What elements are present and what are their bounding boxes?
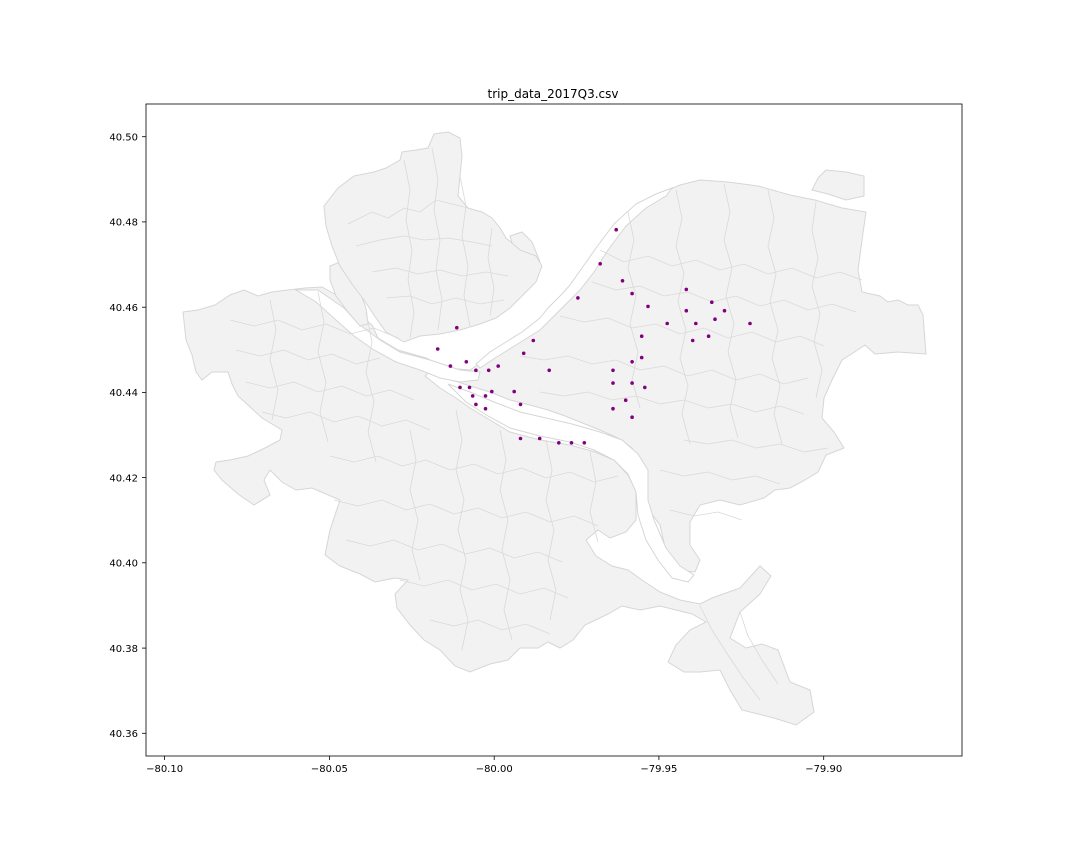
station-point	[521, 351, 526, 356]
station-point	[684, 308, 689, 313]
station-point	[598, 262, 602, 266]
y-tick-label: 40.36	[109, 729, 138, 740]
station-point	[713, 317, 717, 322]
station-point	[643, 385, 647, 390]
station-point	[474, 402, 478, 407]
station-point	[639, 334, 644, 339]
station-point	[486, 368, 491, 373]
station-point	[464, 360, 469, 364]
station-point	[614, 227, 618, 232]
island-east	[811, 169, 865, 201]
station-point	[630, 360, 634, 364]
station-point	[722, 308, 727, 313]
station-point	[639, 355, 644, 360]
station-point	[630, 291, 634, 296]
station-point	[518, 402, 523, 407]
station-point	[623, 398, 628, 403]
station-points	[435, 227, 752, 445]
station-point	[630, 415, 634, 420]
station-point	[512, 389, 516, 394]
monongahela-river	[447, 383, 695, 583]
station-point	[537, 436, 542, 441]
station-point	[611, 381, 615, 385]
y-tick-label: 40.40	[109, 559, 138, 570]
station-point	[706, 334, 711, 339]
plot-frame	[145, 103, 963, 757]
y-tick-label: 40.46	[109, 303, 138, 314]
y-tick-label: 40.48	[109, 218, 138, 229]
x-tick-label: −80.10	[146, 764, 183, 775]
neighborhood-boundaries	[229, 147, 863, 701]
station-point	[435, 347, 440, 351]
station-point	[611, 406, 615, 411]
station-point	[557, 441, 561, 445]
station-point	[690, 338, 695, 343]
station-point	[458, 385, 462, 390]
station-point	[496, 364, 501, 368]
station-point	[665, 321, 669, 326]
station-point	[490, 389, 494, 394]
station-point	[748, 321, 752, 326]
y-tick-label: 40.44	[109, 388, 138, 399]
x-tick-label: −79.90	[805, 764, 842, 775]
x-tick-label: −79.95	[640, 764, 677, 775]
station-point	[483, 406, 488, 411]
station-point	[467, 385, 472, 390]
station-point	[710, 300, 714, 305]
north-side-lobe	[323, 131, 543, 343]
station-point	[576, 296, 580, 300]
x-tick-label: −80.00	[476, 764, 513, 775]
station-point	[531, 338, 536, 343]
y-tick-label: 40.38	[109, 644, 138, 655]
city-boundary	[182, 179, 927, 726]
station-point	[470, 394, 475, 398]
y-axis: 40.36 40.38 40.40 40.42 40.44 40.46 40.4…	[109, 133, 146, 740]
station-point	[630, 381, 634, 385]
y-tick-label: 40.50	[109, 133, 138, 144]
station-point	[620, 279, 625, 283]
station-point	[611, 368, 615, 373]
allegheny-river	[475, 186, 674, 369]
station-point	[684, 287, 689, 292]
station-point	[582, 441, 587, 445]
chart-title: trip_data_2017Q3.csv	[487, 87, 618, 101]
station-point	[448, 364, 453, 368]
station-point	[474, 368, 478, 373]
y-tick-label: 40.42	[109, 474, 138, 485]
basemap	[182, 131, 927, 726]
station-point	[483, 394, 488, 398]
station-point	[547, 368, 551, 373]
station-point	[518, 436, 523, 441]
station-point	[646, 304, 650, 309]
x-tick-label: −80.05	[311, 764, 348, 775]
station-point	[569, 441, 574, 445]
station-point	[455, 325, 459, 330]
x-axis: −80.10 −80.05 −80.00 −79.95 −79.90	[146, 756, 842, 775]
station-point	[694, 321, 698, 326]
